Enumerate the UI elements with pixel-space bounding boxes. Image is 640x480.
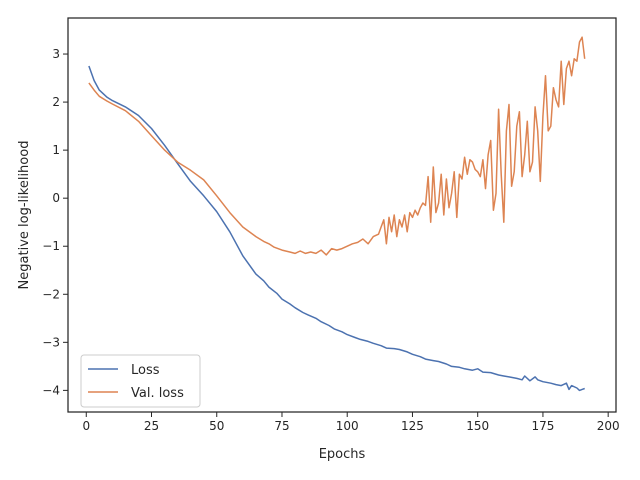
legend-box — [80, 354, 201, 408]
y-tick-label: −2 — [42, 287, 60, 301]
x-tick-label: 175 — [531, 419, 554, 433]
x-tick-label: 50 — [209, 419, 224, 433]
x-tick-label: 125 — [401, 419, 424, 433]
y-tick-label: −3 — [42, 335, 60, 349]
legend-label-1: Val. loss — [131, 386, 184, 401]
legend-label-0: Loss — [131, 363, 160, 378]
axis-ticks: 0 25 50 75 100 125 150 175 200 −4 −3 −2 −1 0 1 2 3 — [42, 47, 619, 433]
y-tick-label: 1 — [52, 143, 60, 157]
x-tick-label: 0 — [82, 419, 90, 433]
x-tick-label: 25 — [144, 419, 159, 433]
y-tick-label: −1 — [42, 239, 60, 253]
series-line-0 — [88, 65, 585, 392]
x-axis-label: Epochs — [319, 447, 366, 462]
y-axis-label: Negative log-likelihood — [17, 141, 32, 290]
legend: Loss Val. loss — [80, 354, 201, 408]
y-tick-label: 0 — [52, 191, 60, 205]
plot-frame — [67, 17, 617, 413]
x-tick-label: 150 — [466, 419, 489, 433]
x-tick-label: 200 — [597, 419, 620, 433]
x-tick-label: 75 — [274, 419, 289, 433]
y-tick-label: 3 — [52, 47, 60, 61]
y-tick-label: 2 — [52, 95, 60, 109]
y-tick-label: −4 — [42, 383, 60, 397]
series-line-1 — [88, 36, 586, 256]
series-layer — [88, 36, 586, 392]
x-tick-label: 100 — [336, 419, 359, 433]
